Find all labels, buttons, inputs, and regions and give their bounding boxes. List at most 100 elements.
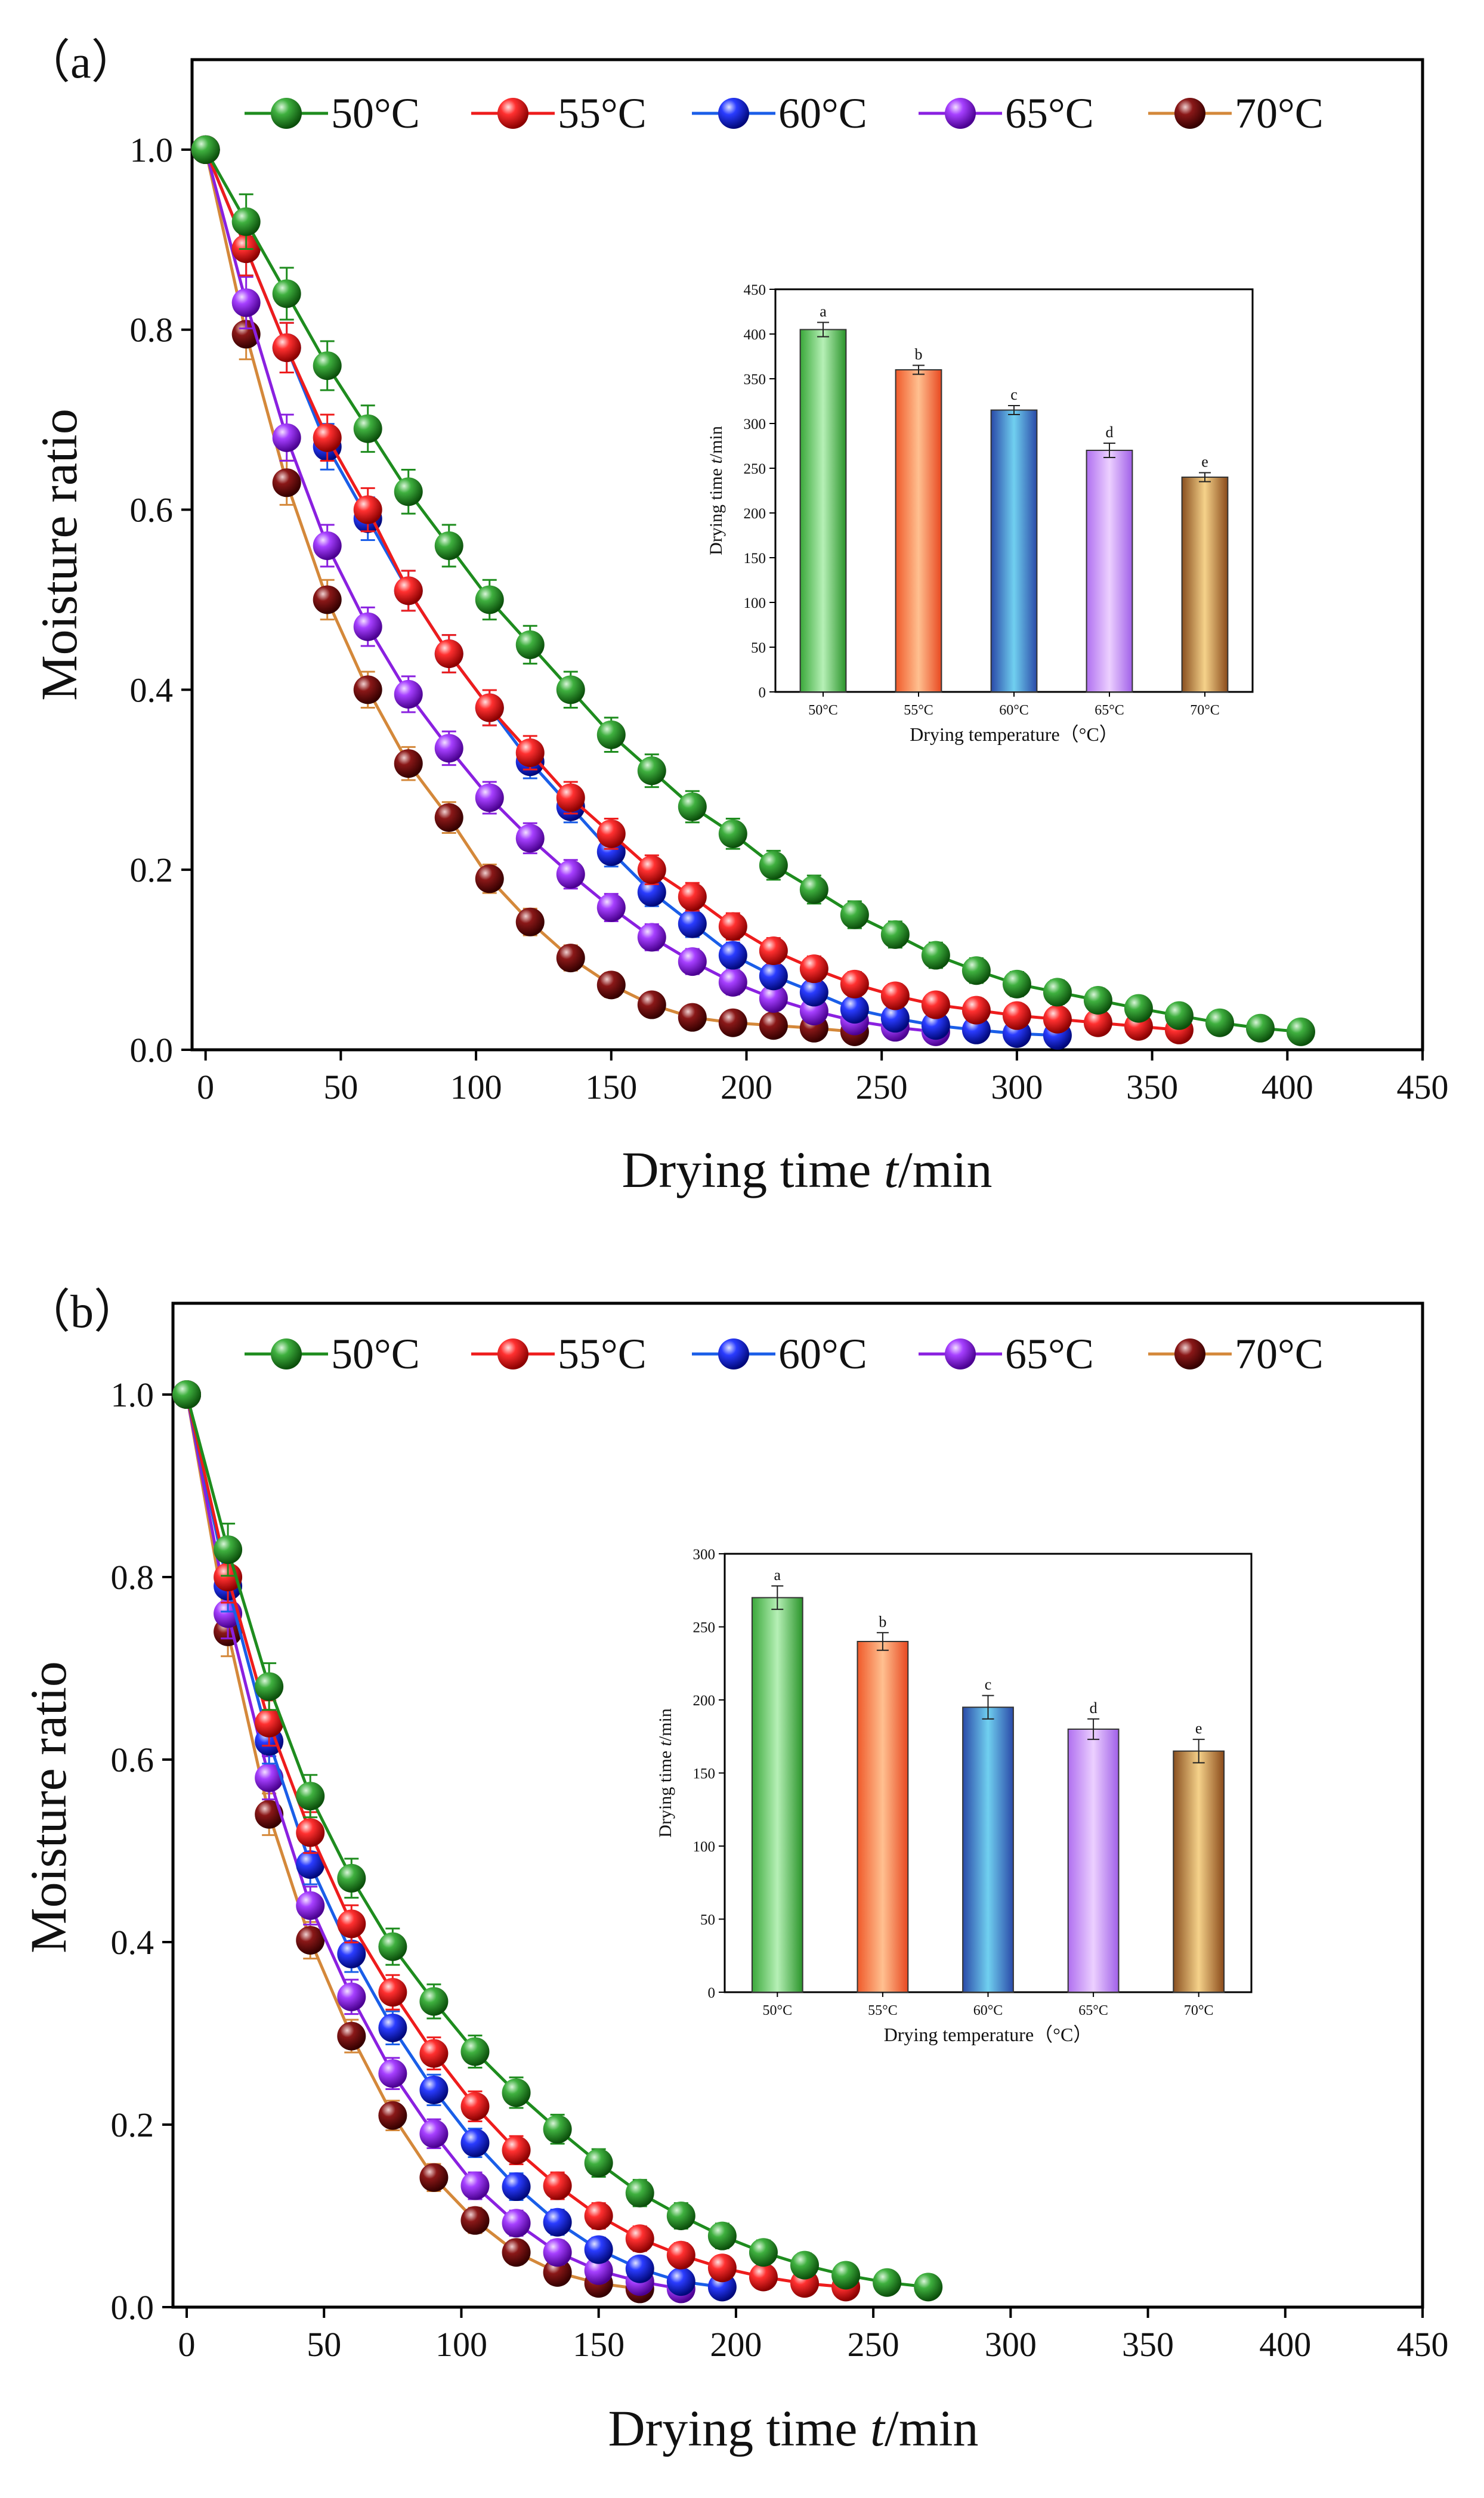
x-axis-title: Drying time t/min xyxy=(622,1141,992,1198)
data-point xyxy=(1245,1013,1275,1043)
data-point xyxy=(419,1987,449,2016)
data-point xyxy=(790,2250,820,2280)
data-point xyxy=(718,967,747,997)
data-point xyxy=(556,675,585,704)
x-tick-label: 150 xyxy=(573,2325,624,2364)
inset-significance-letter: b xyxy=(879,1613,886,1630)
data-point xyxy=(584,2148,613,2178)
data-point xyxy=(502,2238,531,2267)
inset-bar xyxy=(895,369,942,692)
inset-significance-letter: b xyxy=(915,346,923,363)
x-tick-label: 250 xyxy=(856,1068,908,1106)
y-tick-label: 0.0 xyxy=(130,1031,174,1069)
data-point xyxy=(961,996,991,1025)
data-point xyxy=(556,944,585,973)
x-tick-label: 0 xyxy=(197,1068,214,1106)
data-point xyxy=(419,2039,449,2068)
x-axis-title-var: t xyxy=(884,1141,899,1198)
x-axis-title-suffix: /min xyxy=(898,1141,993,1198)
data-point xyxy=(378,1978,407,2007)
inset-x-tick-label: 60°C xyxy=(999,703,1029,718)
data-point xyxy=(543,2171,572,2200)
data-point xyxy=(419,2163,449,2192)
data-point xyxy=(625,2224,654,2253)
data-point xyxy=(515,907,545,936)
data-point xyxy=(678,792,707,821)
inset-y-tick-label: 300 xyxy=(693,1547,716,1563)
inset-significance-letter: e xyxy=(1201,453,1208,471)
legend: 50°C 55°C 60°C 65°C 70°C xyxy=(245,89,1324,137)
data-point xyxy=(255,1800,284,1829)
data-point xyxy=(255,1708,284,1738)
x-tick-label: 100 xyxy=(435,2325,487,2364)
data-point xyxy=(255,1763,284,1792)
data-point xyxy=(759,936,788,965)
data-point xyxy=(759,984,788,1013)
data-point xyxy=(584,2202,613,2230)
data-point xyxy=(378,1932,407,1961)
y-tick-label: 0.8 xyxy=(130,311,174,350)
y-tick-label: 0.6 xyxy=(130,491,174,530)
data-point xyxy=(1043,978,1072,1007)
data-point xyxy=(596,893,626,922)
data-point xyxy=(337,1939,366,1968)
x-axis-title-prefix: Drying time xyxy=(622,1141,884,1198)
inset-bar xyxy=(962,1706,1014,1993)
data-point xyxy=(707,2253,737,2283)
series-50c xyxy=(172,1380,943,2302)
x-tick-label: 400 xyxy=(1262,1068,1313,1106)
x-tick-label: 100 xyxy=(450,1068,502,1106)
inset-y-tick-label: 200 xyxy=(744,506,766,522)
inset-x-tick-label: 70°C xyxy=(1184,2003,1214,2018)
data-point xyxy=(214,1535,243,1565)
x-tick-label: 150 xyxy=(585,1068,637,1106)
data-point xyxy=(625,2254,654,2283)
data-point xyxy=(1002,969,1031,998)
data-point xyxy=(296,1850,325,1879)
panel-b: （b） 0 50 100 150 200 250 300 350 400 450 0.0 0.2 0.4 0… xyxy=(20,1285,1449,2457)
series-60c xyxy=(172,1380,737,2302)
data-point xyxy=(759,851,788,880)
data-point xyxy=(678,1003,707,1032)
data-point xyxy=(337,1863,366,1893)
x-tick-label: 200 xyxy=(710,2325,762,2364)
inset-x-tick-label: 60°C xyxy=(973,2003,1003,2018)
x-tick-label: 350 xyxy=(1126,1068,1178,1106)
x-tick-label: 450 xyxy=(1397,1068,1449,1106)
data-point xyxy=(543,2208,572,2237)
data-point xyxy=(272,333,301,362)
data-point xyxy=(584,2235,613,2264)
data-point xyxy=(718,819,747,848)
panel-label: （b） xyxy=(24,1285,140,1337)
data-point xyxy=(799,875,828,904)
legend-label: 65°C xyxy=(1005,1330,1094,1378)
inset-y-title-var: t xyxy=(656,1741,675,1746)
legend-label: 55°C xyxy=(558,1330,647,1378)
data-point xyxy=(921,941,950,970)
inset-x-tick-label: 50°C xyxy=(808,703,838,718)
y-tick-label: 1.0 xyxy=(130,131,174,169)
data-point xyxy=(394,749,423,778)
data-point xyxy=(637,877,666,907)
legend-marker xyxy=(945,98,976,129)
inset-y-tick-label: 100 xyxy=(693,1839,716,1855)
data-point xyxy=(434,639,463,668)
series-55c xyxy=(191,135,1194,1044)
inset-y-tick-label: 350 xyxy=(744,372,766,388)
y-tick-label: 0.4 xyxy=(111,1923,154,1962)
series-line xyxy=(185,1394,641,2290)
data-point xyxy=(296,1782,325,1811)
data-point xyxy=(434,531,463,560)
data-point xyxy=(313,351,342,381)
data-point xyxy=(799,978,828,1007)
y-tick-label: 0.2 xyxy=(130,851,174,889)
inset-y-tick-label: 150 xyxy=(744,551,766,567)
data-point xyxy=(272,423,301,452)
panel-label: （a） xyxy=(24,36,138,88)
y-tick-label: 0.2 xyxy=(111,2106,154,2144)
data-point xyxy=(637,923,666,952)
data-point xyxy=(231,288,261,317)
data-point xyxy=(353,495,382,524)
data-point xyxy=(296,1818,325,1847)
